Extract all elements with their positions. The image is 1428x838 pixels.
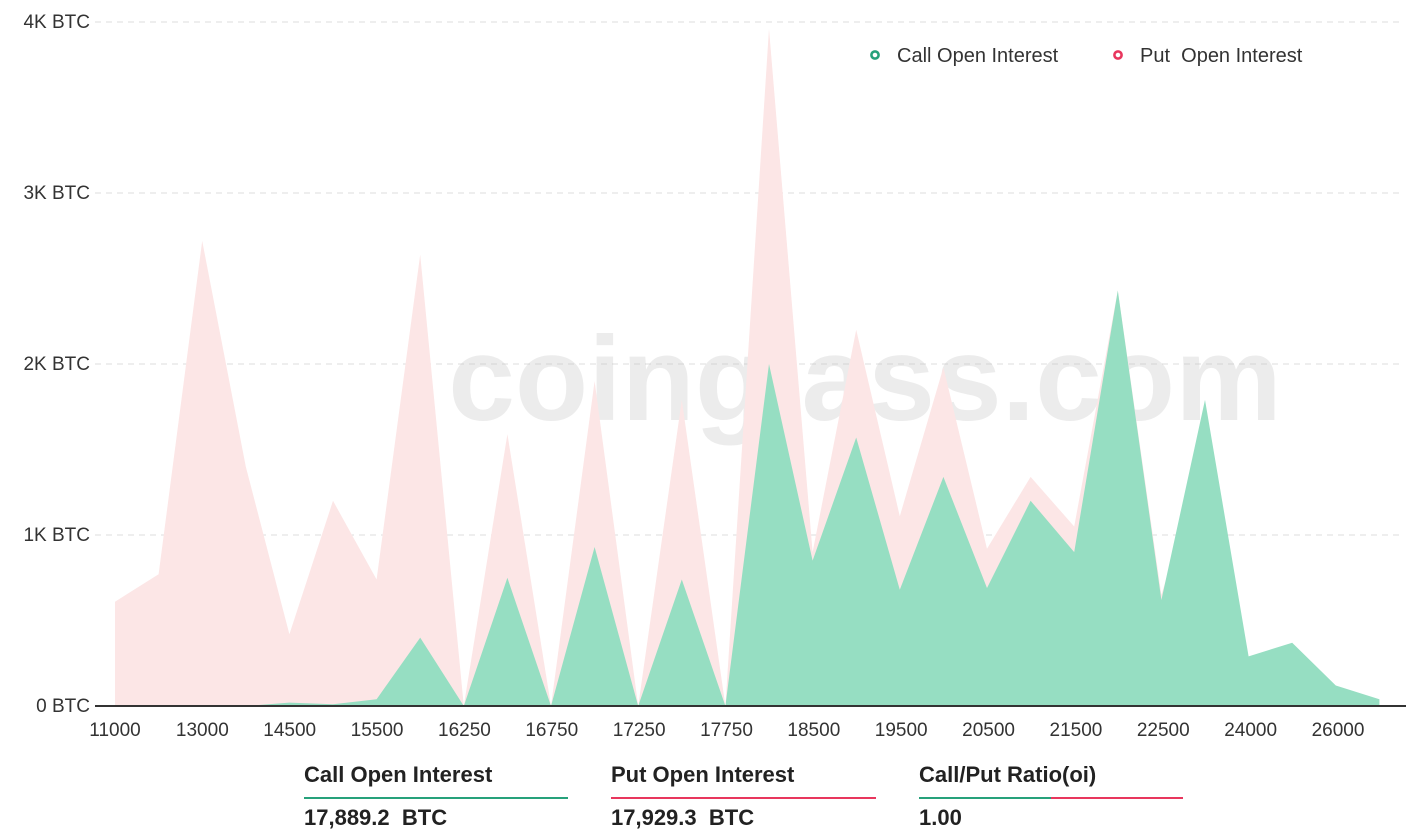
x-tick-label: 26000 bbox=[1312, 720, 1365, 741]
y-tick-label: 2K BTC bbox=[23, 354, 90, 375]
put-oi-summary: Put Open Interest 17,929.3 BTC bbox=[611, 760, 876, 833]
call-oi-value: 17,889.2 BTC bbox=[304, 805, 448, 830]
put-oi-underline bbox=[611, 797, 876, 799]
put-oi-area bbox=[115, 28, 1380, 707]
call-oi-area bbox=[115, 290, 1380, 706]
put-oi-value: 17,929.3 BTC bbox=[611, 805, 755, 830]
x-tick-label: 24000 bbox=[1224, 720, 1277, 741]
x-tick-label: 20500 bbox=[962, 720, 1015, 741]
y-tick-label: 3K BTC bbox=[23, 183, 90, 204]
x-tick-label: 22500 bbox=[1137, 720, 1190, 741]
put-legend-label[interactable]: Put Open Interest bbox=[1140, 45, 1303, 67]
x-tick-label: 17250 bbox=[613, 720, 666, 741]
call-oi-underline bbox=[304, 797, 568, 799]
x-axis-ticks: 11000 13000 14500 15500 16250 16750 17250 17750… bbox=[89, 720, 1364, 741]
x-tick-label: 13000 bbox=[176, 720, 229, 741]
call-legend-marker[interactable] bbox=[870, 50, 880, 60]
x-tick-label: 16750 bbox=[525, 720, 578, 741]
ratio-underline bbox=[919, 797, 1183, 799]
series-areas bbox=[115, 28, 1380, 707]
put-legend-marker[interactable] bbox=[1113, 50, 1123, 60]
x-tick-label: 15500 bbox=[351, 720, 404, 741]
y-tick-label: 1K BTC bbox=[23, 525, 90, 546]
x-tick-label: 18500 bbox=[787, 720, 840, 741]
x-tick-label: 16250 bbox=[438, 720, 491, 741]
x-tick-label: 19500 bbox=[875, 720, 928, 741]
call-oi-label: Call Open Interest bbox=[304, 762, 493, 787]
x-tick-label: 17750 bbox=[700, 720, 753, 741]
y-axis-ticks: 0 BTC 1K BTC 2K BTC 3K BTC 4K BTC bbox=[23, 12, 90, 717]
put-oi-label: Put Open Interest bbox=[611, 762, 795, 787]
summary-bar: Call Open Interest 17,889.2 BTC Put Open… bbox=[0, 760, 1428, 838]
call-oi-summary: Call Open Interest 17,889.2 BTC bbox=[304, 760, 568, 833]
ratio-label: Call/Put Ratio(oi) bbox=[919, 762, 1097, 787]
x-tick-label: 21500 bbox=[1050, 720, 1103, 741]
ratio-summary: Call/Put Ratio(oi) 1.00 bbox=[919, 760, 1183, 833]
x-tick-label: 14500 bbox=[263, 720, 316, 741]
y-tick-label: 0 BTC bbox=[36, 696, 90, 717]
ratio-value: 1.00 bbox=[919, 805, 962, 830]
call-legend-label[interactable]: Call Open Interest bbox=[897, 45, 1059, 67]
legend: Call Open Interest Put Open Interest bbox=[870, 45, 1303, 67]
y-tick-label: 4K BTC bbox=[23, 12, 90, 33]
x-tick-label: 11000 bbox=[89, 720, 140, 741]
